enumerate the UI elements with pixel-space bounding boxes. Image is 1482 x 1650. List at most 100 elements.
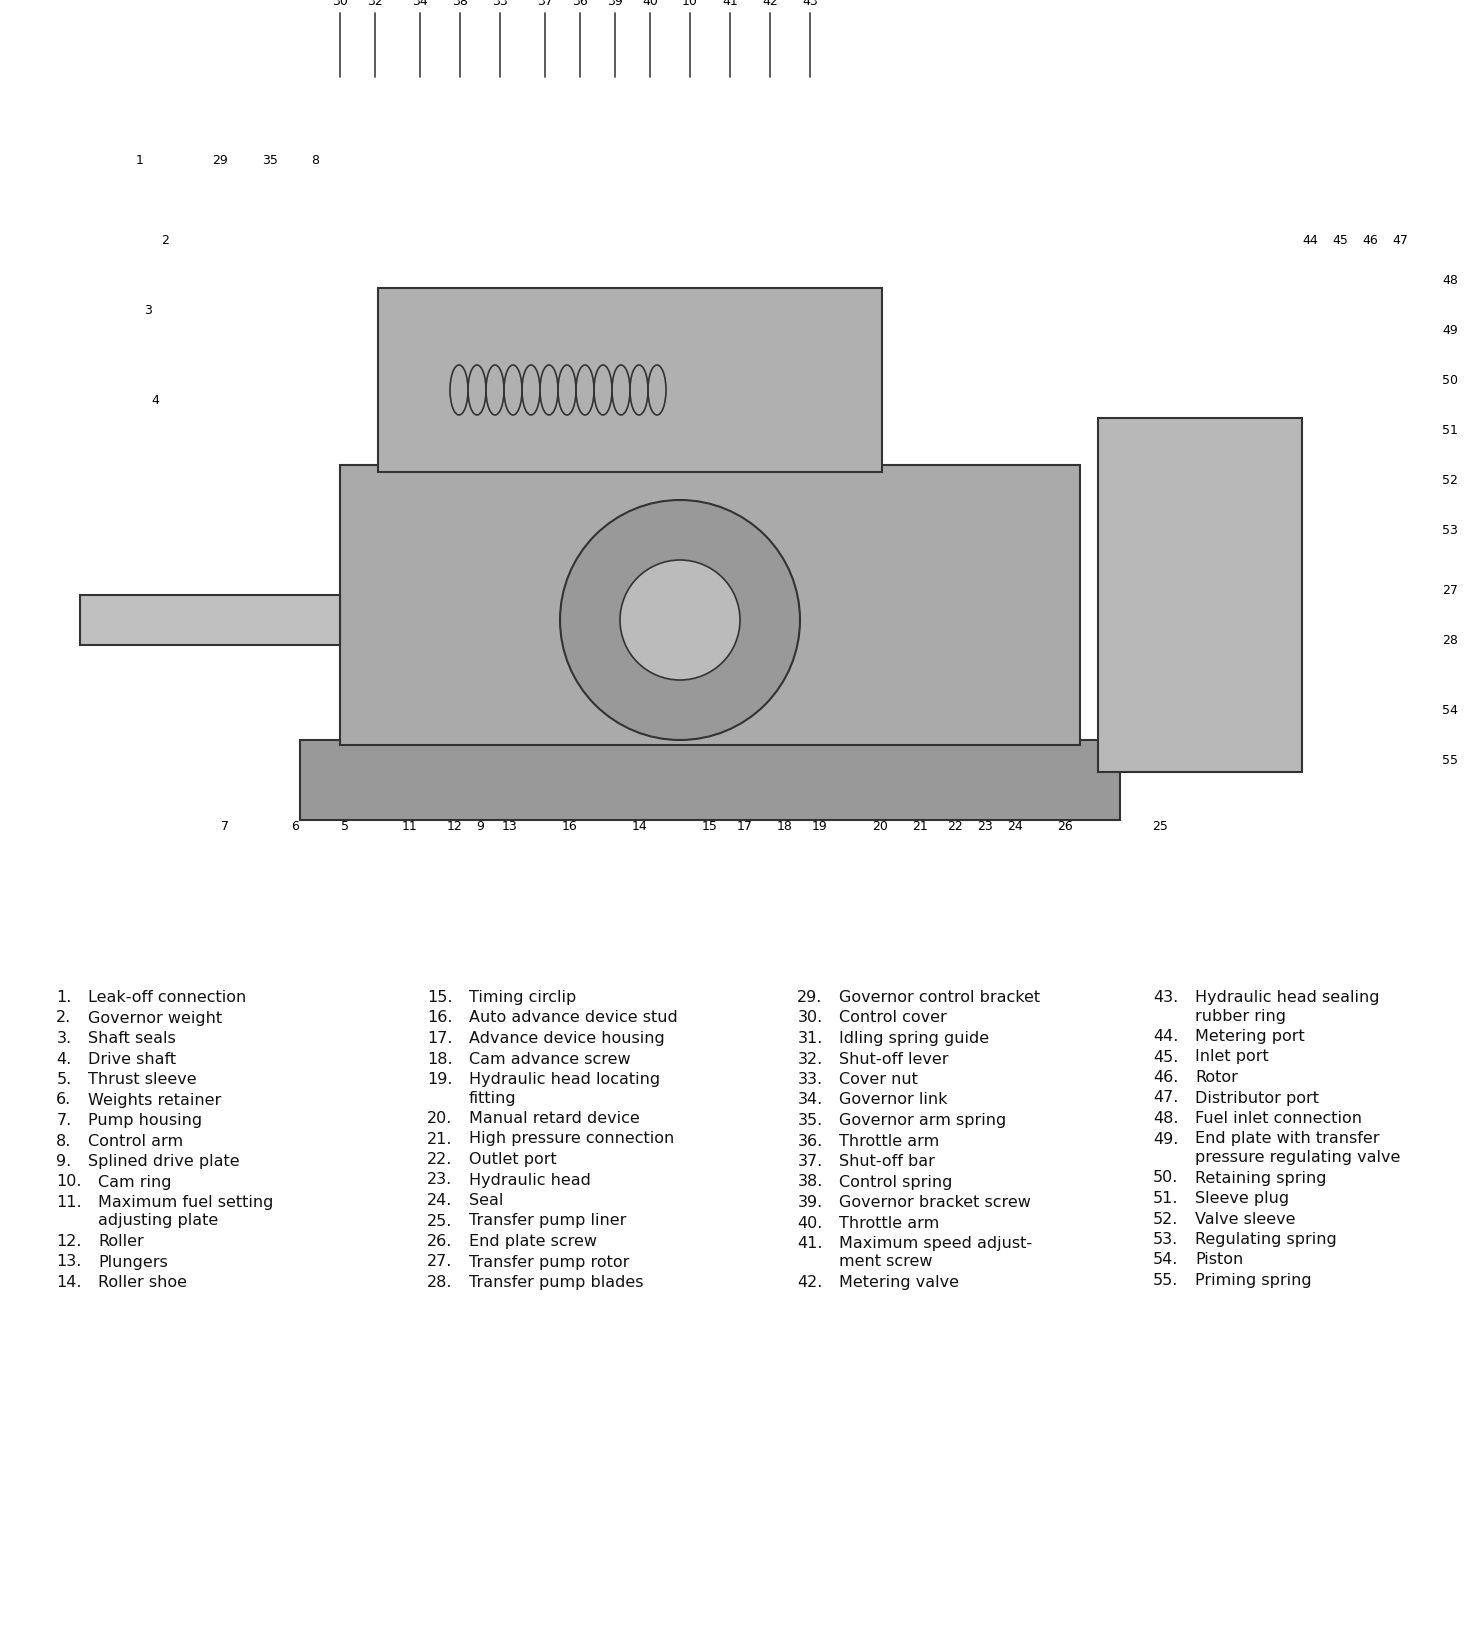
- Text: 22: 22: [947, 820, 963, 833]
- Text: 15.: 15.: [427, 990, 452, 1005]
- Text: Leak-off connection: Leak-off connection: [89, 990, 246, 1005]
- Text: 45: 45: [1332, 234, 1349, 246]
- Text: 41.: 41.: [797, 1236, 823, 1251]
- Text: Throttle arm: Throttle arm: [839, 1216, 940, 1231]
- Text: 42: 42: [762, 0, 778, 8]
- Text: Timing circlip: Timing circlip: [468, 990, 576, 1005]
- Text: Inlet port: Inlet port: [1194, 1049, 1269, 1064]
- Text: Control arm: Control arm: [89, 1134, 184, 1148]
- Text: 12: 12: [448, 820, 462, 833]
- Text: 17: 17: [737, 820, 753, 833]
- Text: Hydraulic head: Hydraulic head: [468, 1173, 591, 1188]
- Text: Idling spring guide: Idling spring guide: [839, 1031, 990, 1046]
- Text: 32: 32: [368, 0, 382, 8]
- Text: 29.: 29.: [797, 990, 823, 1005]
- Text: 15: 15: [702, 820, 717, 833]
- Text: 54.: 54.: [1153, 1252, 1178, 1267]
- Text: Governor control bracket: Governor control bracket: [839, 990, 1040, 1005]
- Text: 47: 47: [1392, 234, 1408, 246]
- Text: Distributor port: Distributor port: [1194, 1091, 1319, 1106]
- Text: 34: 34: [412, 0, 428, 8]
- Text: 5: 5: [341, 820, 348, 833]
- Text: 39.: 39.: [797, 1195, 823, 1209]
- Text: 9: 9: [476, 820, 485, 833]
- Text: 37.: 37.: [797, 1153, 823, 1168]
- Text: 14.: 14.: [56, 1275, 82, 1290]
- Text: 3: 3: [144, 304, 153, 317]
- Text: Roller shoe: Roller shoe: [98, 1275, 187, 1290]
- Text: 33.: 33.: [797, 1072, 823, 1087]
- Text: rubber ring: rubber ring: [1194, 1008, 1286, 1023]
- Text: Control spring: Control spring: [839, 1175, 953, 1190]
- Text: Cam advance screw: Cam advance screw: [468, 1051, 630, 1066]
- Text: 44.: 44.: [1153, 1030, 1178, 1044]
- Text: 6: 6: [290, 820, 299, 833]
- Text: High pressure connection: High pressure connection: [468, 1132, 674, 1147]
- Text: Outlet port: Outlet port: [468, 1152, 557, 1167]
- Text: 48.: 48.: [1153, 1110, 1178, 1125]
- Text: 35: 35: [262, 153, 279, 167]
- Text: 44: 44: [1303, 234, 1317, 246]
- FancyBboxPatch shape: [378, 289, 882, 472]
- Text: Shut-off bar: Shut-off bar: [839, 1153, 935, 1168]
- Text: Manual retard device: Manual retard device: [468, 1110, 640, 1125]
- Text: 50.: 50.: [1153, 1170, 1178, 1185]
- Text: 54: 54: [1442, 703, 1458, 716]
- Text: Hydraulic head locating: Hydraulic head locating: [468, 1072, 659, 1087]
- Text: 6.: 6.: [56, 1092, 71, 1107]
- Text: 52: 52: [1442, 474, 1458, 487]
- Text: Throttle arm: Throttle arm: [839, 1134, 940, 1148]
- Text: Maximum speed adjust-: Maximum speed adjust-: [839, 1236, 1033, 1251]
- Text: 51.: 51.: [1153, 1191, 1178, 1206]
- FancyBboxPatch shape: [299, 739, 1120, 820]
- Text: 33: 33: [492, 0, 508, 8]
- Text: 30.: 30.: [797, 1010, 823, 1026]
- Text: Shut-off lever: Shut-off lever: [839, 1051, 948, 1066]
- Text: 55.: 55.: [1153, 1274, 1178, 1289]
- Text: 41: 41: [722, 0, 738, 8]
- Text: 19: 19: [812, 820, 828, 833]
- Text: 18.: 18.: [427, 1051, 452, 1066]
- Text: Shaft seals: Shaft seals: [89, 1031, 176, 1046]
- Text: 21: 21: [911, 820, 928, 833]
- Text: 11.: 11.: [56, 1195, 82, 1209]
- Text: Governor link: Governor link: [839, 1092, 948, 1107]
- Text: Advance device housing: Advance device housing: [468, 1031, 664, 1046]
- Text: Hydraulic head sealing: Hydraulic head sealing: [1194, 990, 1380, 1005]
- Text: Transfer pump liner: Transfer pump liner: [468, 1213, 627, 1229]
- Text: 34.: 34.: [797, 1092, 823, 1107]
- Text: End plate screw: End plate screw: [468, 1234, 597, 1249]
- Text: 46: 46: [1362, 234, 1378, 246]
- Text: End plate with transfer: End plate with transfer: [1194, 1132, 1380, 1147]
- Text: Weights retainer: Weights retainer: [89, 1092, 222, 1107]
- Text: 52.: 52.: [1153, 1211, 1178, 1226]
- Text: 45.: 45.: [1153, 1049, 1178, 1064]
- Text: 8: 8: [311, 153, 319, 167]
- Text: 8.: 8.: [56, 1134, 71, 1148]
- Text: 9.: 9.: [56, 1153, 71, 1168]
- Text: pressure regulating valve: pressure regulating valve: [1194, 1150, 1400, 1165]
- Text: 36: 36: [572, 0, 588, 8]
- Text: Retaining spring: Retaining spring: [1194, 1170, 1326, 1185]
- Text: 28.: 28.: [427, 1275, 452, 1290]
- Text: 18: 18: [777, 820, 793, 833]
- Text: 40.: 40.: [797, 1216, 823, 1231]
- Text: 2: 2: [162, 234, 169, 246]
- Text: Priming spring: Priming spring: [1194, 1274, 1312, 1289]
- Text: 43.: 43.: [1153, 990, 1178, 1005]
- Text: Metering valve: Metering valve: [839, 1275, 959, 1290]
- Text: 32.: 32.: [797, 1051, 823, 1066]
- Bar: [0, 0, 1482, 870]
- Text: Governor weight: Governor weight: [89, 1010, 222, 1026]
- FancyBboxPatch shape: [80, 596, 339, 645]
- FancyBboxPatch shape: [339, 465, 1080, 746]
- Text: 21.: 21.: [427, 1132, 452, 1147]
- Text: 3.: 3.: [56, 1031, 71, 1046]
- Text: Regulating spring: Regulating spring: [1194, 1233, 1337, 1247]
- Text: 19.: 19.: [427, 1072, 452, 1087]
- Text: 24.: 24.: [427, 1193, 452, 1208]
- Text: 38.: 38.: [797, 1175, 823, 1190]
- Text: 26: 26: [1057, 820, 1073, 833]
- Text: 55: 55: [1442, 754, 1458, 767]
- Text: fitting: fitting: [468, 1091, 516, 1106]
